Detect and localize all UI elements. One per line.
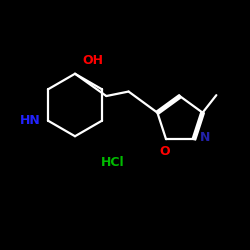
Text: O: O [160, 145, 170, 158]
Text: HCl: HCl [101, 156, 124, 169]
Text: HN: HN [20, 114, 41, 127]
Text: OH: OH [82, 54, 103, 67]
Text: N: N [200, 132, 210, 144]
